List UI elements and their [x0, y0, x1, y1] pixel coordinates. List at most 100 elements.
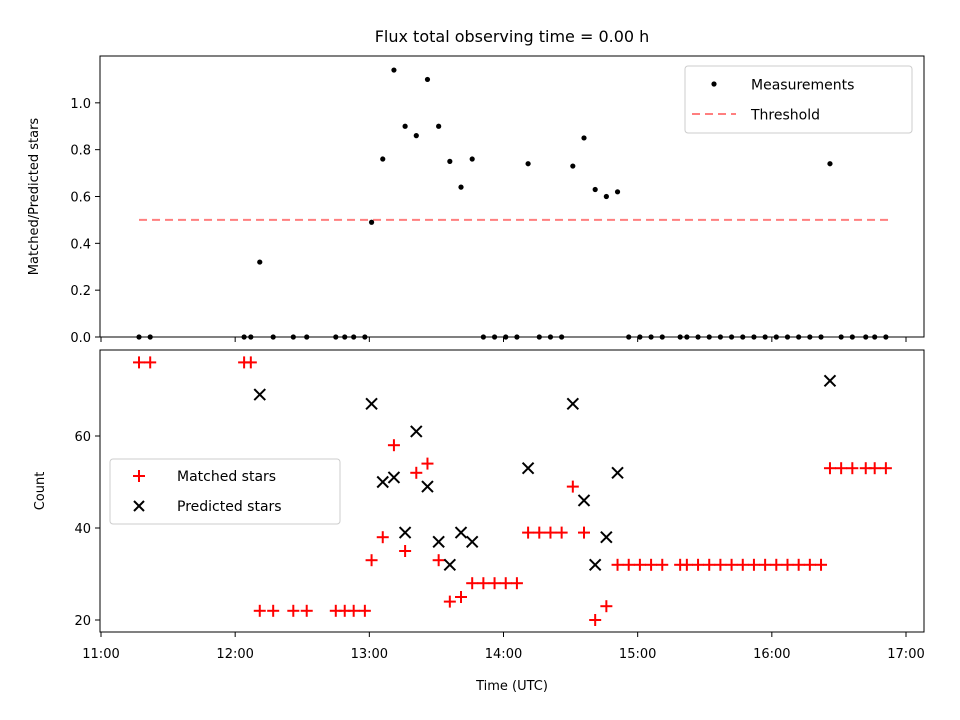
matched-star-marker [544, 526, 557, 539]
y-tick-label: 60 [74, 430, 91, 445]
matched-star-marker [725, 558, 738, 571]
measurement-point [458, 184, 464, 190]
matched-star-marker [803, 558, 816, 571]
top-panel-legend: Measurements Threshold [684, 65, 913, 134]
matched-star-marker [300, 604, 313, 617]
top-panel-series [136, 67, 889, 340]
x-tick-label: 17:00 [887, 647, 924, 662]
legend-matched-label: Matched stars [177, 469, 276, 485]
measurement-point [525, 161, 531, 167]
legend-predicted-marker [133, 500, 145, 512]
x-tick-label: 15:00 [619, 647, 656, 662]
y-tick-label: 0.6 [70, 191, 91, 206]
matched-star-marker [835, 462, 848, 475]
measurement-point [695, 334, 701, 340]
matched-star-marker [714, 558, 727, 571]
measurement-point [380, 156, 386, 162]
predicted-star-marker [521, 461, 535, 475]
predicted-star-marker [387, 471, 401, 484]
measurement-point [614, 189, 621, 195]
matched-star-marker [566, 480, 579, 493]
legend-measurements-label: Measurements [751, 78, 854, 94]
measurement-point [469, 156, 475, 162]
matched-star-marker [823, 462, 836, 475]
measurement-point [706, 334, 712, 340]
measurement-point [784, 334, 791, 340]
top-panel: 0.0 0.2 0.4 0.6 0.8 1.0 Matched/Predicted sta… [27, 55, 925, 346]
matched-star-marker [692, 558, 705, 571]
matched-star-marker [656, 558, 669, 571]
matched-star-marker [846, 462, 859, 475]
measurement-point [684, 334, 690, 340]
measurement-point [807, 334, 813, 340]
matched-star-marker [287, 604, 300, 617]
measurement-point [740, 334, 746, 340]
bottom-panel-x-ticks: 11:00 12:00 13:00 14:00 15:00 16:00 17:00 [82, 632, 925, 662]
measurement-point [592, 186, 598, 193]
measurement-point [351, 334, 357, 340]
measurement-point [883, 334, 889, 340]
matched-star-marker [600, 600, 613, 613]
legend-matched-marker [133, 470, 145, 482]
predicted-star-marker [577, 494, 591, 507]
predicted-star-marker [588, 558, 602, 572]
measurement-point [728, 334, 735, 340]
matched-star-marker [399, 545, 412, 557]
measurement-point [570, 163, 576, 169]
y-tick-label: 0.8 [70, 144, 91, 159]
measurement-point [536, 334, 542, 340]
matched-star-marker [443, 595, 456, 608]
measurement-point [447, 158, 453, 164]
matched-star-marker [365, 554, 378, 567]
y-tick-label: 1.0 [70, 97, 91, 112]
measurement-point [257, 259, 263, 265]
bottom-panel-y-ticks: 20 40 60 [74, 430, 100, 629]
measurement-point [773, 334, 779, 340]
matched-star-marker [759, 558, 772, 571]
measurement-point [796, 334, 802, 340]
matched-star-marker [770, 558, 783, 571]
measurement-point [863, 334, 869, 340]
predicted-star-marker [823, 374, 837, 388]
predicted-star-marker [443, 558, 457, 572]
measurement-point [248, 334, 254, 340]
measurement-point [333, 334, 339, 340]
predicted-star-marker [611, 466, 624, 480]
y-tick-label: 0.0 [70, 331, 91, 346]
x-tick-label: 11:00 [82, 647, 119, 662]
x-tick-label: 13:00 [351, 647, 388, 662]
matched-star-marker [815, 558, 828, 571]
predicted-star-marker [465, 535, 479, 549]
predicted-star-marker [365, 397, 378, 411]
predicted-star-marker [376, 475, 389, 489]
measurement-point [241, 334, 247, 340]
matched-star-marker [358, 604, 371, 617]
measurement-point [391, 67, 397, 73]
legend-predicted-label: Predicted stars [177, 499, 282, 515]
measurement-point [849, 334, 855, 340]
bottom-panel-series [133, 356, 892, 626]
matched-star-marker [589, 614, 602, 626]
matched-star-marker [792, 558, 805, 571]
matched-star-marker [477, 577, 490, 590]
measurement-point [402, 123, 408, 129]
bottom-panel-x-label: Time (UTC) [475, 679, 548, 694]
measurement-point [751, 334, 757, 340]
predicted-star-marker [600, 530, 613, 544]
measurement-point [342, 334, 348, 340]
y-tick-label: 40 [74, 522, 91, 537]
measurement-point [559, 334, 565, 340]
matched-star-marker [578, 526, 590, 539]
matched-star-marker [680, 558, 693, 571]
measurement-point [818, 334, 824, 340]
measurement-point [659, 334, 665, 340]
measurement-point [626, 334, 632, 340]
bottom-panel-legend: Matched stars Predicted stars [109, 458, 341, 525]
bottom-panel: 20 40 60 11:00 12:00 13:00 14:00 15:00 16:00 17:… [33, 349, 925, 694]
matched-star-marker [144, 356, 157, 369]
matched-star-marker [488, 577, 501, 590]
matched-star-marker [555, 526, 568, 539]
y-tick-label: 0.2 [70, 284, 91, 299]
